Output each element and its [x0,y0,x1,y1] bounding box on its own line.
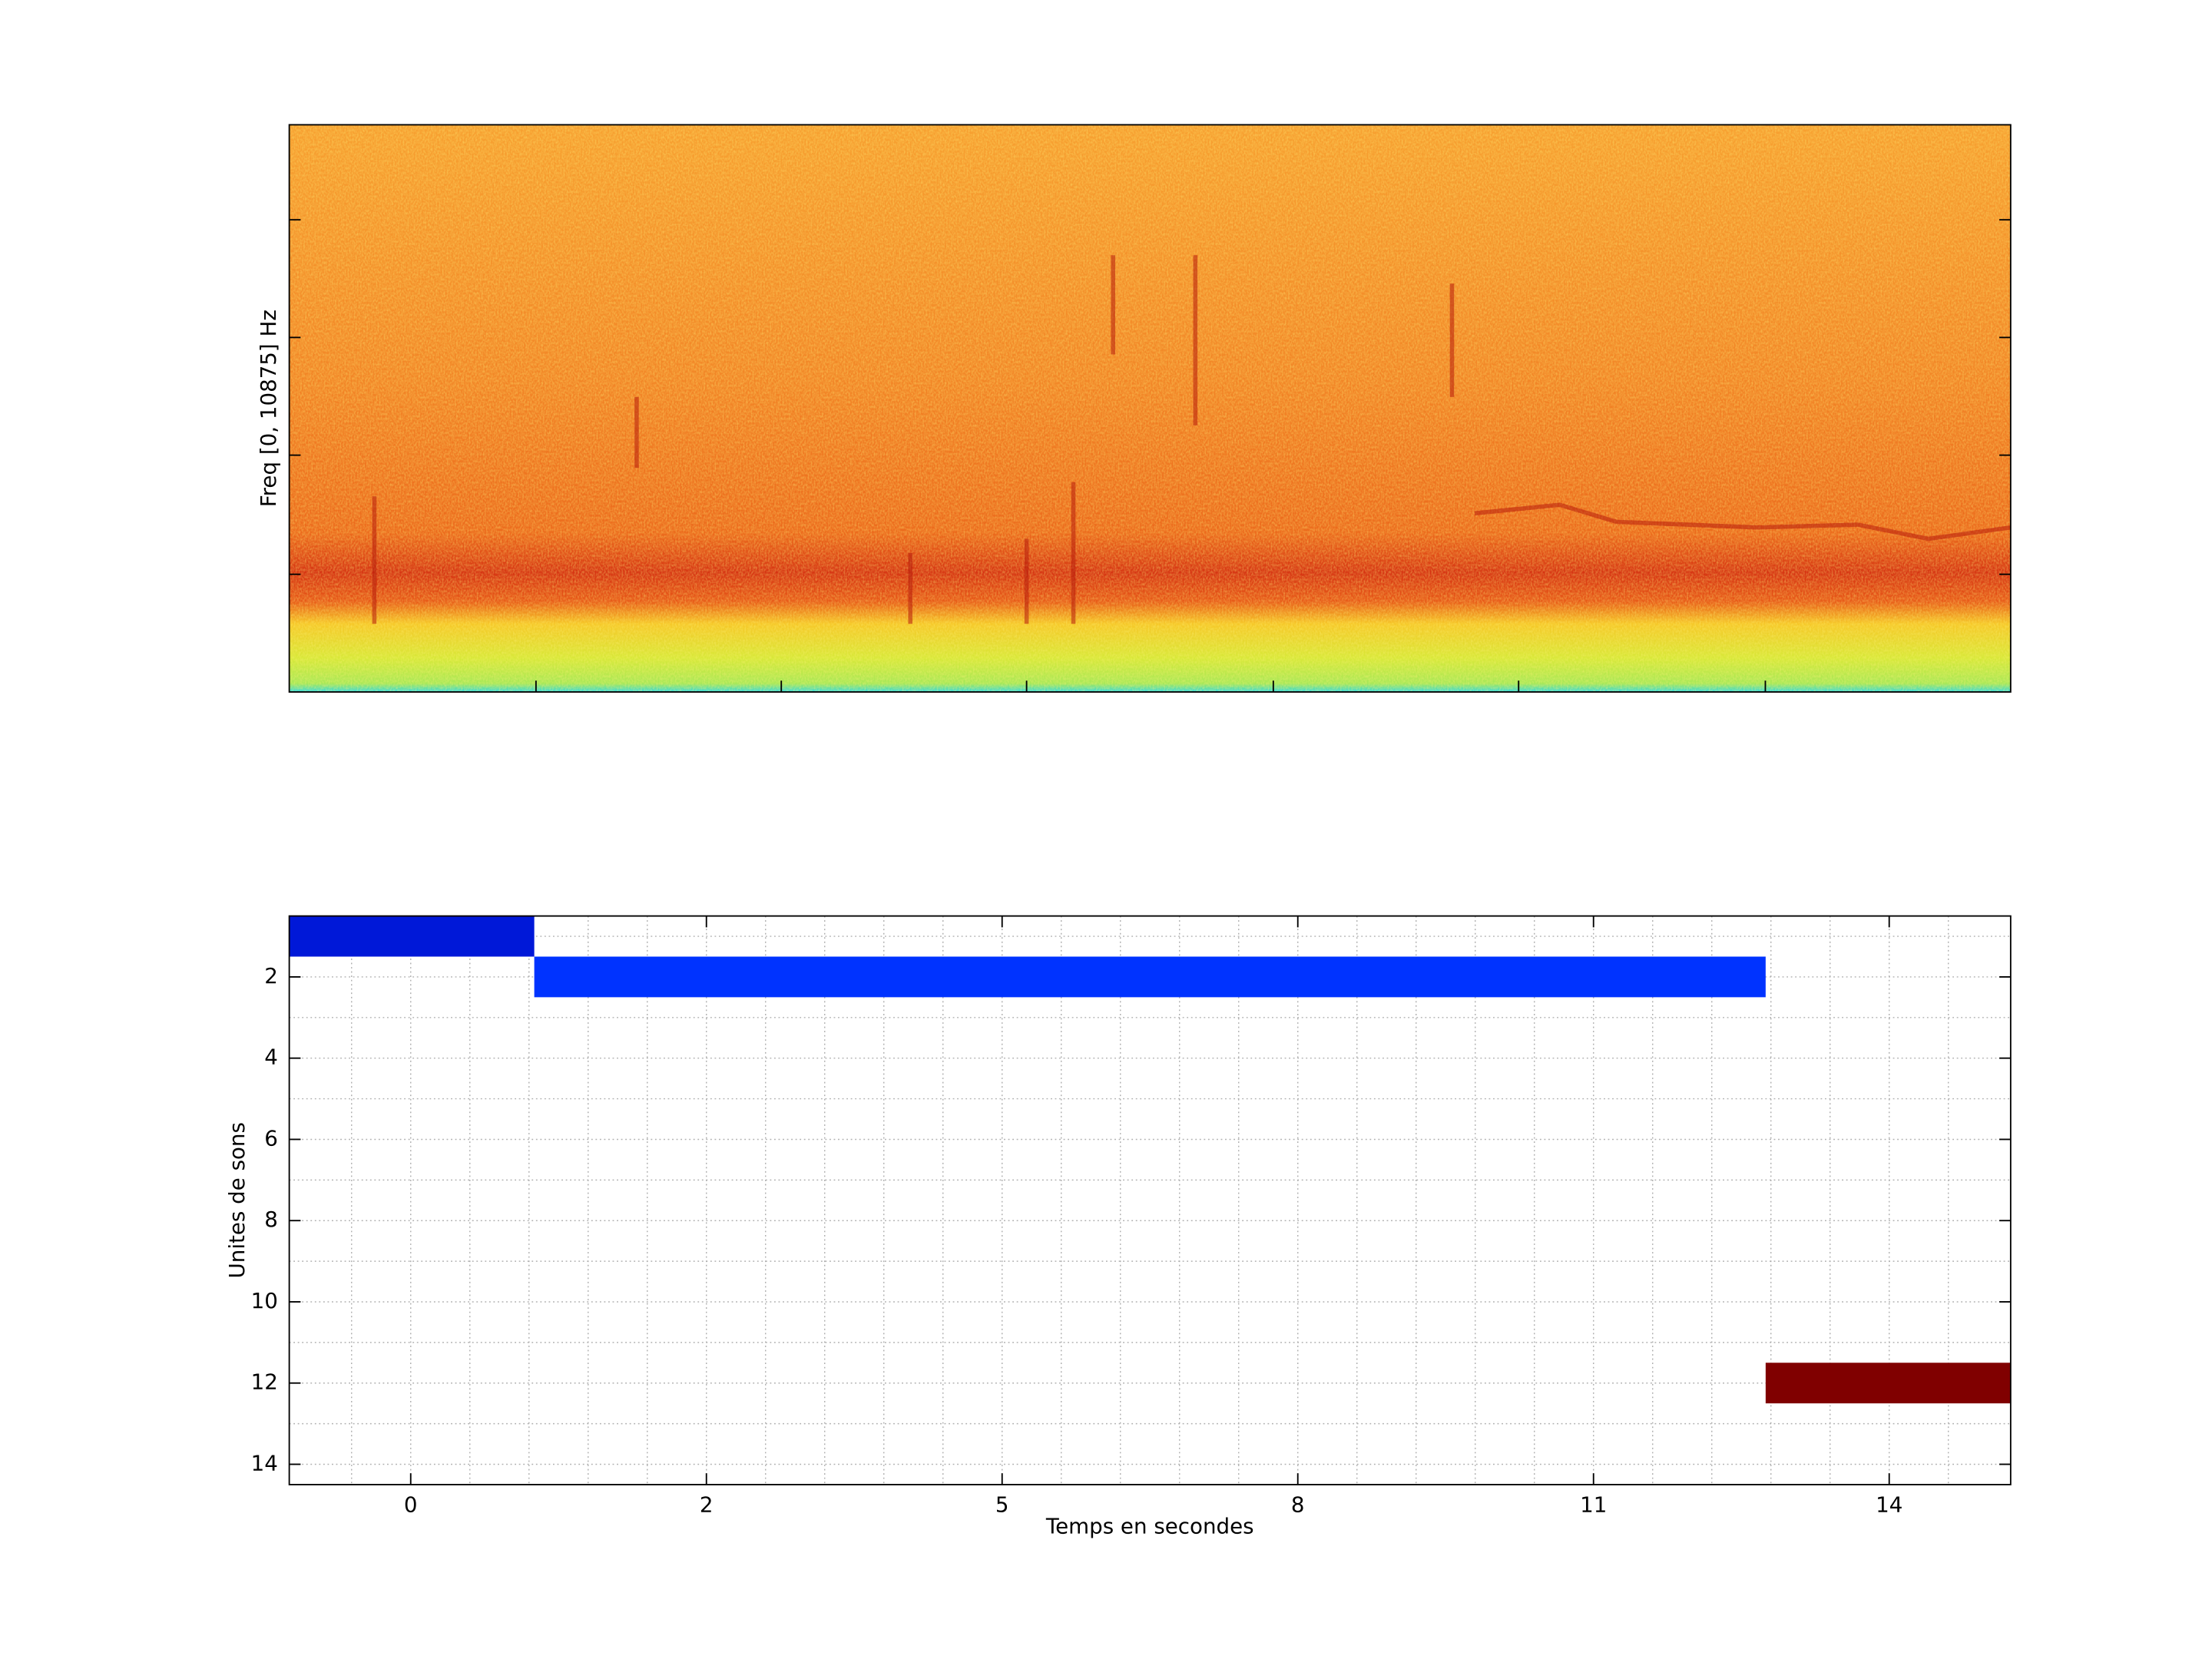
spectrogram-texture [289,124,2011,692]
x-tick-label: 14 [1876,1492,1902,1518]
y-tick-label: 2 [264,963,278,988]
spectrogram-panel: Freq [0, 10875] Hz [256,124,2012,693]
x-tick-label: 0 [404,1492,418,1518]
y-tick-label: 8 [264,1207,278,1232]
axes-frame [288,915,2012,1485]
y-tick-label: 14 [251,1450,278,1475]
y-axis-label: Unites de sons [224,1122,250,1278]
spectrogram-frame [288,124,2012,693]
y-tick-label: 4 [264,1045,278,1070]
unit-bar [289,916,535,957]
y-axis-label: Freq [0, 10875] Hz [256,310,281,507]
y-tick-label: 12 [251,1369,278,1395]
y-tick-label: 10 [251,1288,278,1313]
x-tick-label: 5 [995,1492,1009,1518]
timeline-panel: 0 2 5 8 11 14 2 4 6 8 10 12 14 Temps en secondes Unite… [224,915,2012,1538]
spectrogram-streaks [372,255,2012,624]
x-tick-label: 11 [1580,1492,1607,1518]
x-tick-label: 8 [1291,1492,1305,1518]
x-tick-label: 2 [700,1492,714,1518]
y-tick-label: 6 [264,1125,278,1151]
unit-bar [534,956,1766,998]
x-axis-label: Temps en secondes [1045,1513,1254,1538]
unit-bar [1765,1363,2011,1404]
spectrogram-ticks [289,219,2011,692]
